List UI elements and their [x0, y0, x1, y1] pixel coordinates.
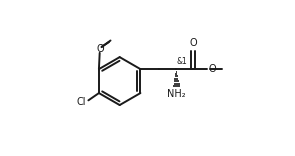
- Text: methoxy: methoxy: [112, 37, 118, 39]
- Text: &1: &1: [177, 57, 188, 66]
- Text: O: O: [97, 44, 104, 54]
- Text: NH₂: NH₂: [168, 89, 186, 99]
- Text: Cl: Cl: [76, 97, 86, 107]
- Text: O: O: [208, 64, 216, 74]
- Text: methoxy: methoxy: [111, 34, 151, 44]
- Text: O: O: [189, 38, 197, 48]
